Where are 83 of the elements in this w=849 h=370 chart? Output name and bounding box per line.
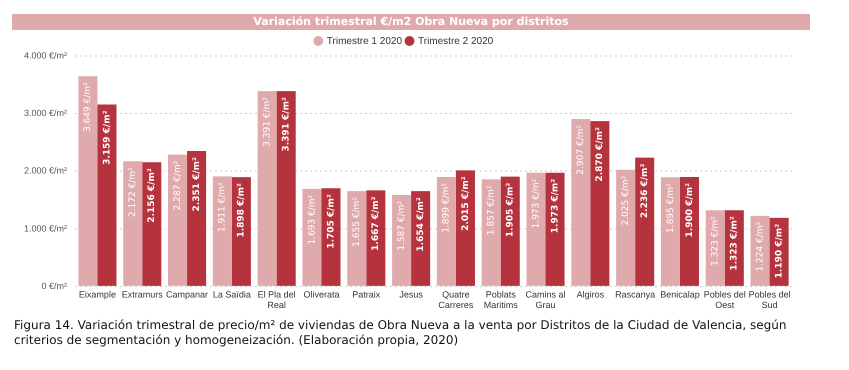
data-label: 1.323 €/m² <box>730 216 740 271</box>
data-label: 1.898 €/m² <box>236 183 247 238</box>
data-label: 2.907 €/m² <box>576 124 586 175</box>
data-label: 1.973 €/m² <box>550 178 560 234</box>
bar <box>123 161 142 286</box>
x-tick-label: Quatre Carreres <box>438 289 474 310</box>
x-tick-label: Campanar <box>166 289 208 300</box>
bar <box>500 176 520 286</box>
data-label: 2.015 €/m² <box>460 176 471 231</box>
legend-label: Trimestre 2 2020 <box>418 36 494 47</box>
x-tick-label: Eixample <box>78 289 116 300</box>
bar <box>168 154 188 286</box>
data-label: 1.857 €/m² <box>486 185 497 236</box>
bar <box>456 170 475 286</box>
data-label: 1.900 €/m² <box>684 182 695 238</box>
data-label: 3.159 €/m² <box>102 110 112 165</box>
x-tick-label: Camins al Grau <box>526 289 566 310</box>
x-tick-label: Oliverata <box>303 289 340 300</box>
data-label: 1.323 €/m² <box>710 216 721 266</box>
bar <box>571 118 590 286</box>
x-tick-label: Poblats Maritims <box>484 289 518 310</box>
y-tick-label: 0 €/m² <box>42 280 68 291</box>
bar <box>526 172 546 286</box>
data-label: 2.351 €/m² <box>192 156 202 212</box>
bar <box>97 104 116 286</box>
y-tick-label: 4.000 €/m² <box>24 50 68 60</box>
bar <box>436 177 456 286</box>
x-tick-label: Pobles del Oest <box>704 289 746 310</box>
bar <box>590 121 610 286</box>
x-tick-label: Rascanya <box>615 289 656 300</box>
data-label: 1.905 €/m² <box>506 182 516 238</box>
data-label: 2.287 €/m² <box>172 160 183 210</box>
bar <box>706 210 725 286</box>
data-label: 3.391 €/m² <box>262 96 272 147</box>
data-label: 2.025 €/m² <box>620 175 631 226</box>
data-label: 1.911 €/m² <box>218 182 228 232</box>
legend-label: Trimestre 1 2020 <box>326 36 402 47</box>
text: Figura 14. Variación trimestral de precio/m² de viviendas de Obra Nueva a la venta por Distritos de la Ciudad de Valencia, según criterios de segmentación y homogeneización. (Elaboración propia, 2020) <box>14 318 788 348</box>
bar <box>660 177 680 286</box>
bar <box>232 177 251 286</box>
data-label: 2.172 €/m² <box>128 166 138 218</box>
data-label: 3.391 €/m² <box>282 97 292 152</box>
bar <box>212 176 232 286</box>
x-tick-label: Extramurs <box>122 289 164 300</box>
data-label: 2.156 €/m² <box>147 168 158 223</box>
bar <box>546 172 565 286</box>
y-tick-label: 3.000 €/m² <box>24 108 68 118</box>
x-tick-label: Algiros <box>576 289 605 300</box>
x-tick-label: Benicalap <box>660 289 700 300</box>
bar <box>258 91 277 286</box>
data-label: 2.870 €/m² <box>595 127 606 182</box>
data-label: 1.693 €/m² <box>307 194 318 245</box>
bar <box>635 158 654 286</box>
data-label: 1.899 €/m² <box>442 182 452 233</box>
x-tick-label: Jesus <box>399 289 424 300</box>
data-label: 1.190 €/m² <box>774 224 784 278</box>
x-tick-label: Patraix <box>352 289 381 300</box>
bar <box>347 191 366 286</box>
x-tick-label: La Saïdia <box>212 289 251 300</box>
bar <box>187 150 206 286</box>
data-label: 1.655 €/m² <box>352 196 362 247</box>
bar <box>680 176 700 286</box>
chart-title: Variación trimestral €/m2 Obra Nueva por distritos <box>12 14 810 30</box>
bar <box>616 170 636 286</box>
data-label: 1.224 €/m² <box>755 222 766 272</box>
y-tick-label: 2.000 €/m² <box>24 166 68 176</box>
data-label: 1.973 €/m² <box>531 178 542 229</box>
bar <box>276 91 296 286</box>
bar <box>142 162 162 286</box>
data-label: 1.895 €/m² <box>666 182 676 234</box>
x-tick-label: Pobles del Sud <box>748 289 791 310</box>
bar <box>392 194 412 286</box>
data-label: 3.649 €/m² <box>83 82 94 132</box>
data-label: 1.587 €/m² <box>396 200 407 251</box>
data-label: 1.654 €/m² <box>416 197 426 252</box>
data-label: 1.667 €/m² <box>371 196 382 251</box>
data-label: 2.236 €/m² <box>640 164 650 218</box>
bar <box>78 76 98 286</box>
x-tick-label: El Pla del Real <box>258 289 296 310</box>
bar <box>482 179 501 286</box>
data-label: 1.705 €/m² <box>326 194 336 249</box>
bar <box>302 188 322 286</box>
y-tick-label: 1.000 €/m² <box>24 223 68 234</box>
